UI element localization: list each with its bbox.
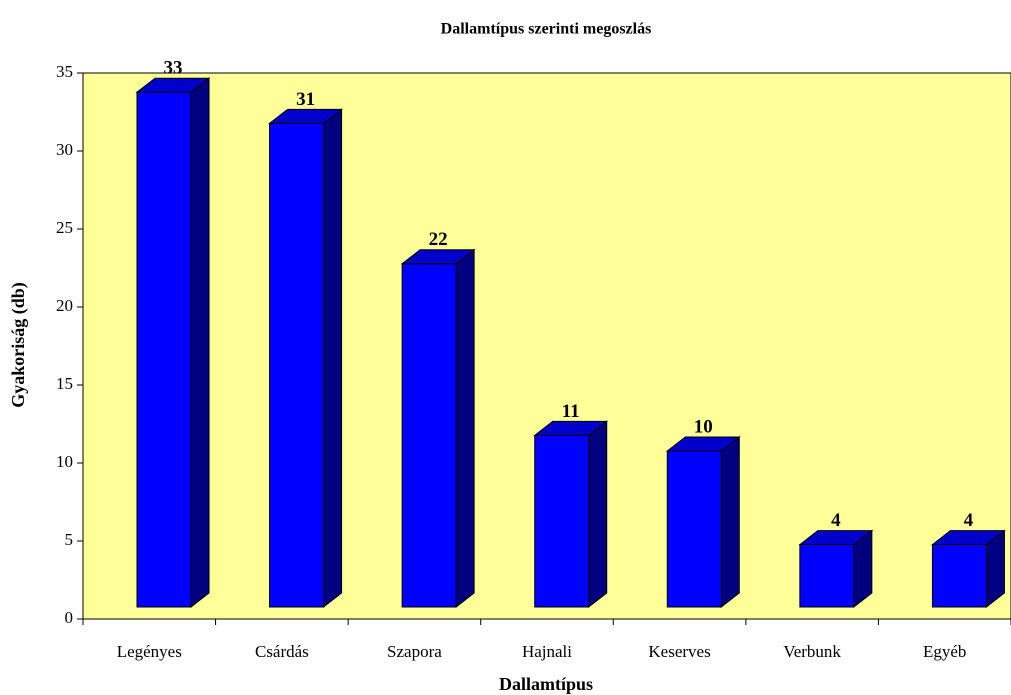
y-axis-title: Gyakoriság (db) [8,282,29,408]
chart-title: Dallamtípus szerinti megoszlás [441,21,652,38]
y-tick-label: 20 [56,296,73,315]
y-tick-label: 35 [56,62,73,81]
value-label: 22 [429,229,448,250]
value-label: 4 [831,510,841,531]
value-label: 4 [964,510,974,531]
x-tick-label: Szapora [387,642,442,661]
y-tick-label: 25 [56,218,73,237]
bar [798,529,874,609]
bar-side [720,435,740,609]
y-tick-label: 5 [65,530,74,549]
bar-side [190,77,210,609]
bar-front [534,434,590,608]
bar-front [401,263,457,608]
y-tick-label: 15 [56,374,73,393]
y-tick-label: 10 [56,452,73,471]
bar-front [136,91,192,608]
value-label: 11 [562,401,580,422]
y-tick-label: 0 [65,608,74,627]
bar [930,529,1006,609]
x-tick-label: Verbunk [783,642,841,661]
value-label: 31 [296,89,315,110]
bar-front [269,122,325,608]
x-tick-label: Egyéb [923,642,966,661]
bar [135,77,211,609]
bar-side [323,108,343,609]
x-axis-title: Dallamtípus [499,674,593,694]
bar-side [588,420,608,609]
value-label: 33 [164,58,183,79]
bar [665,435,741,609]
bar [268,108,344,609]
bar-front [799,544,855,608]
value-label: 10 [694,416,713,437]
x-tick-label: Keserves [648,642,710,661]
bar [400,248,476,609]
bar-side [455,248,475,609]
x-tick-label: Hajnali [522,642,572,661]
bar-front [666,450,722,608]
x-tick-label: Legényes [117,642,182,661]
bar [533,420,609,609]
x-tick-label: Csárdás [255,642,309,661]
y-tick-label: 30 [56,140,73,159]
bar-front [931,544,987,608]
